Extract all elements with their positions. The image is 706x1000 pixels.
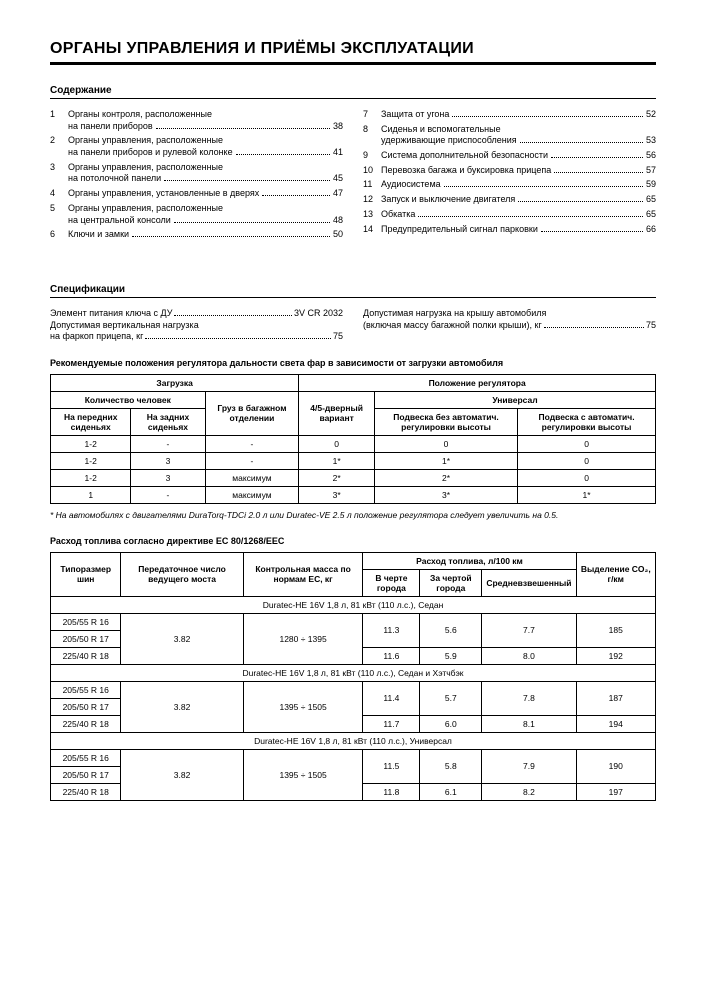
spec-item: Допустимая нагрузка на крышу автомобиля bbox=[363, 308, 656, 320]
fuel-header: Расход топлива согласно директиве ЕС 80/… bbox=[50, 536, 656, 546]
toc-item: 8Сиденья и вспомогательныеудерживающие п… bbox=[363, 124, 656, 147]
toc-item: 3Органы управления, расположенныена пото… bbox=[50, 162, 343, 185]
spec-item: Элемент питания ключа с ДУ3V CR 2032 bbox=[50, 308, 343, 320]
table-of-contents: 1Органы контроля, расположенныена панели… bbox=[50, 109, 656, 244]
toc-item: 10Перевозка багажа и буксировка прицепа5… bbox=[363, 165, 656, 177]
spec-item: Допустимая вертикальная нагрузка bbox=[50, 320, 343, 332]
toc-item: 1Органы контроля, расположенныена панели… bbox=[50, 109, 343, 132]
toc-item: 7Защита от угона52 bbox=[363, 109, 656, 121]
toc-item: 9Система дополнительной безопасности56 bbox=[363, 150, 656, 162]
toc-item: 4Органы управления, установленные в двер… bbox=[50, 188, 343, 200]
toc-item: 14Предупредительный сигнал парковки66 bbox=[363, 224, 656, 236]
headlight-table: ЗагрузкаПоложение регулятора Количество … bbox=[50, 374, 656, 504]
spec-item: на фаркоп прицепа, кг75 bbox=[50, 331, 343, 343]
headlight-note: * На автомобилях с двигателями DuraTorq-… bbox=[50, 510, 656, 521]
spec-item: (включая массу багажной полки крыши), кг… bbox=[363, 320, 656, 332]
toc-item: 13Обкатка65 bbox=[363, 209, 656, 221]
toc-item: 11Аудиосистема59 bbox=[363, 179, 656, 191]
headlight-header: Рекомендуемые положения регулятора дальн… bbox=[50, 358, 656, 368]
spec-header: Спецификации bbox=[50, 284, 656, 298]
fuel-table: Типоразмер шинПередаточное число ведущег… bbox=[50, 552, 656, 801]
toc-item: 2Органы управления, расположенныена пане… bbox=[50, 135, 343, 158]
toc-item: 6Ключи и замки50 bbox=[50, 229, 343, 241]
toc-item: 12Запуск и выключение двигателя65 bbox=[363, 194, 656, 206]
page-title: ОРГАНЫ УПРАВЛЕНИЯ И ПРИЁМЫ ЭКСПЛУАТАЦИИ bbox=[50, 40, 656, 65]
toc-item: 5Органы управления, расположенныена цент… bbox=[50, 203, 343, 226]
specifications: Элемент питания ключа с ДУ3V CR 2032Допу… bbox=[50, 308, 656, 343]
contents-header: Содержание bbox=[50, 85, 656, 99]
